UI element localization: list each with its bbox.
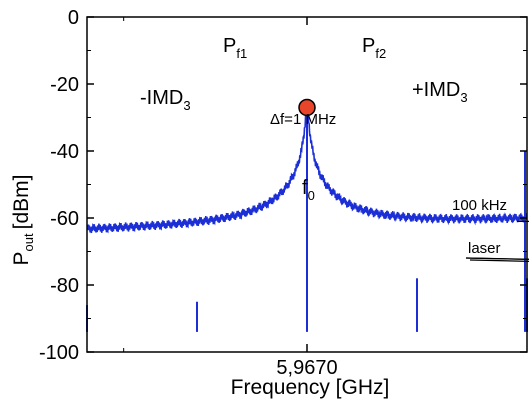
- imd-plus-label: +IMD3: [412, 79, 468, 105]
- delta-f-label: Δf=1 MHz: [270, 111, 336, 128]
- y-axis-title-main: P: [10, 251, 33, 265]
- y-axis-title: Pout [dBm]: [10, 175, 36, 266]
- khz-label: 100 kHz: [452, 197, 507, 214]
- pf2-label-sub: f2: [375, 46, 386, 61]
- imd-plus-label-sub: 3: [460, 90, 467, 105]
- y-tick-label: 0: [68, 7, 79, 29]
- y-axis-title-sub: out: [21, 233, 36, 251]
- pf1-label-main: P: [223, 35, 236, 57]
- x-tick-label: 5,9670: [276, 357, 337, 379]
- pf1-label: Pf1: [223, 35, 247, 61]
- imd-plus-label-main: +IMD: [412, 79, 460, 101]
- pf2-label-main: P: [362, 35, 375, 57]
- marker-imd3: [298, 98, 316, 117]
- pf2-label: Pf2: [362, 35, 386, 61]
- x-axis-title: Frequency [GHz]: [231, 376, 390, 399]
- f0-label: f0: [302, 177, 315, 203]
- imd-minus-label-main: -IMD: [140, 87, 183, 109]
- laser-pointer-1: [465, 257, 529, 260]
- y-tick-label: -60: [50, 208, 79, 230]
- laser-label: laser: [468, 240, 501, 257]
- y-tick-label: -40: [50, 141, 79, 163]
- y-axis-title-unit: [dBm]: [10, 175, 33, 230]
- y-tick-label: -20: [50, 74, 79, 96]
- laser-pointer-2: [465, 257, 529, 261]
- y-tick-label: -80: [50, 275, 79, 297]
- svg-text:Pout[dBm]: Pout [dBm]: [10, 175, 36, 266]
- y-tick-label: -100: [39, 342, 79, 364]
- f0-label-sub: 0: [308, 188, 315, 203]
- imd-minus-label: -IMD3: [140, 87, 191, 113]
- f0-label-main: f: [302, 177, 308, 199]
- imd-minus-label-sub: 3: [183, 98, 190, 113]
- laser-pointer-3: [469, 259, 529, 262]
- pf1-label-sub: f1: [236, 46, 247, 61]
